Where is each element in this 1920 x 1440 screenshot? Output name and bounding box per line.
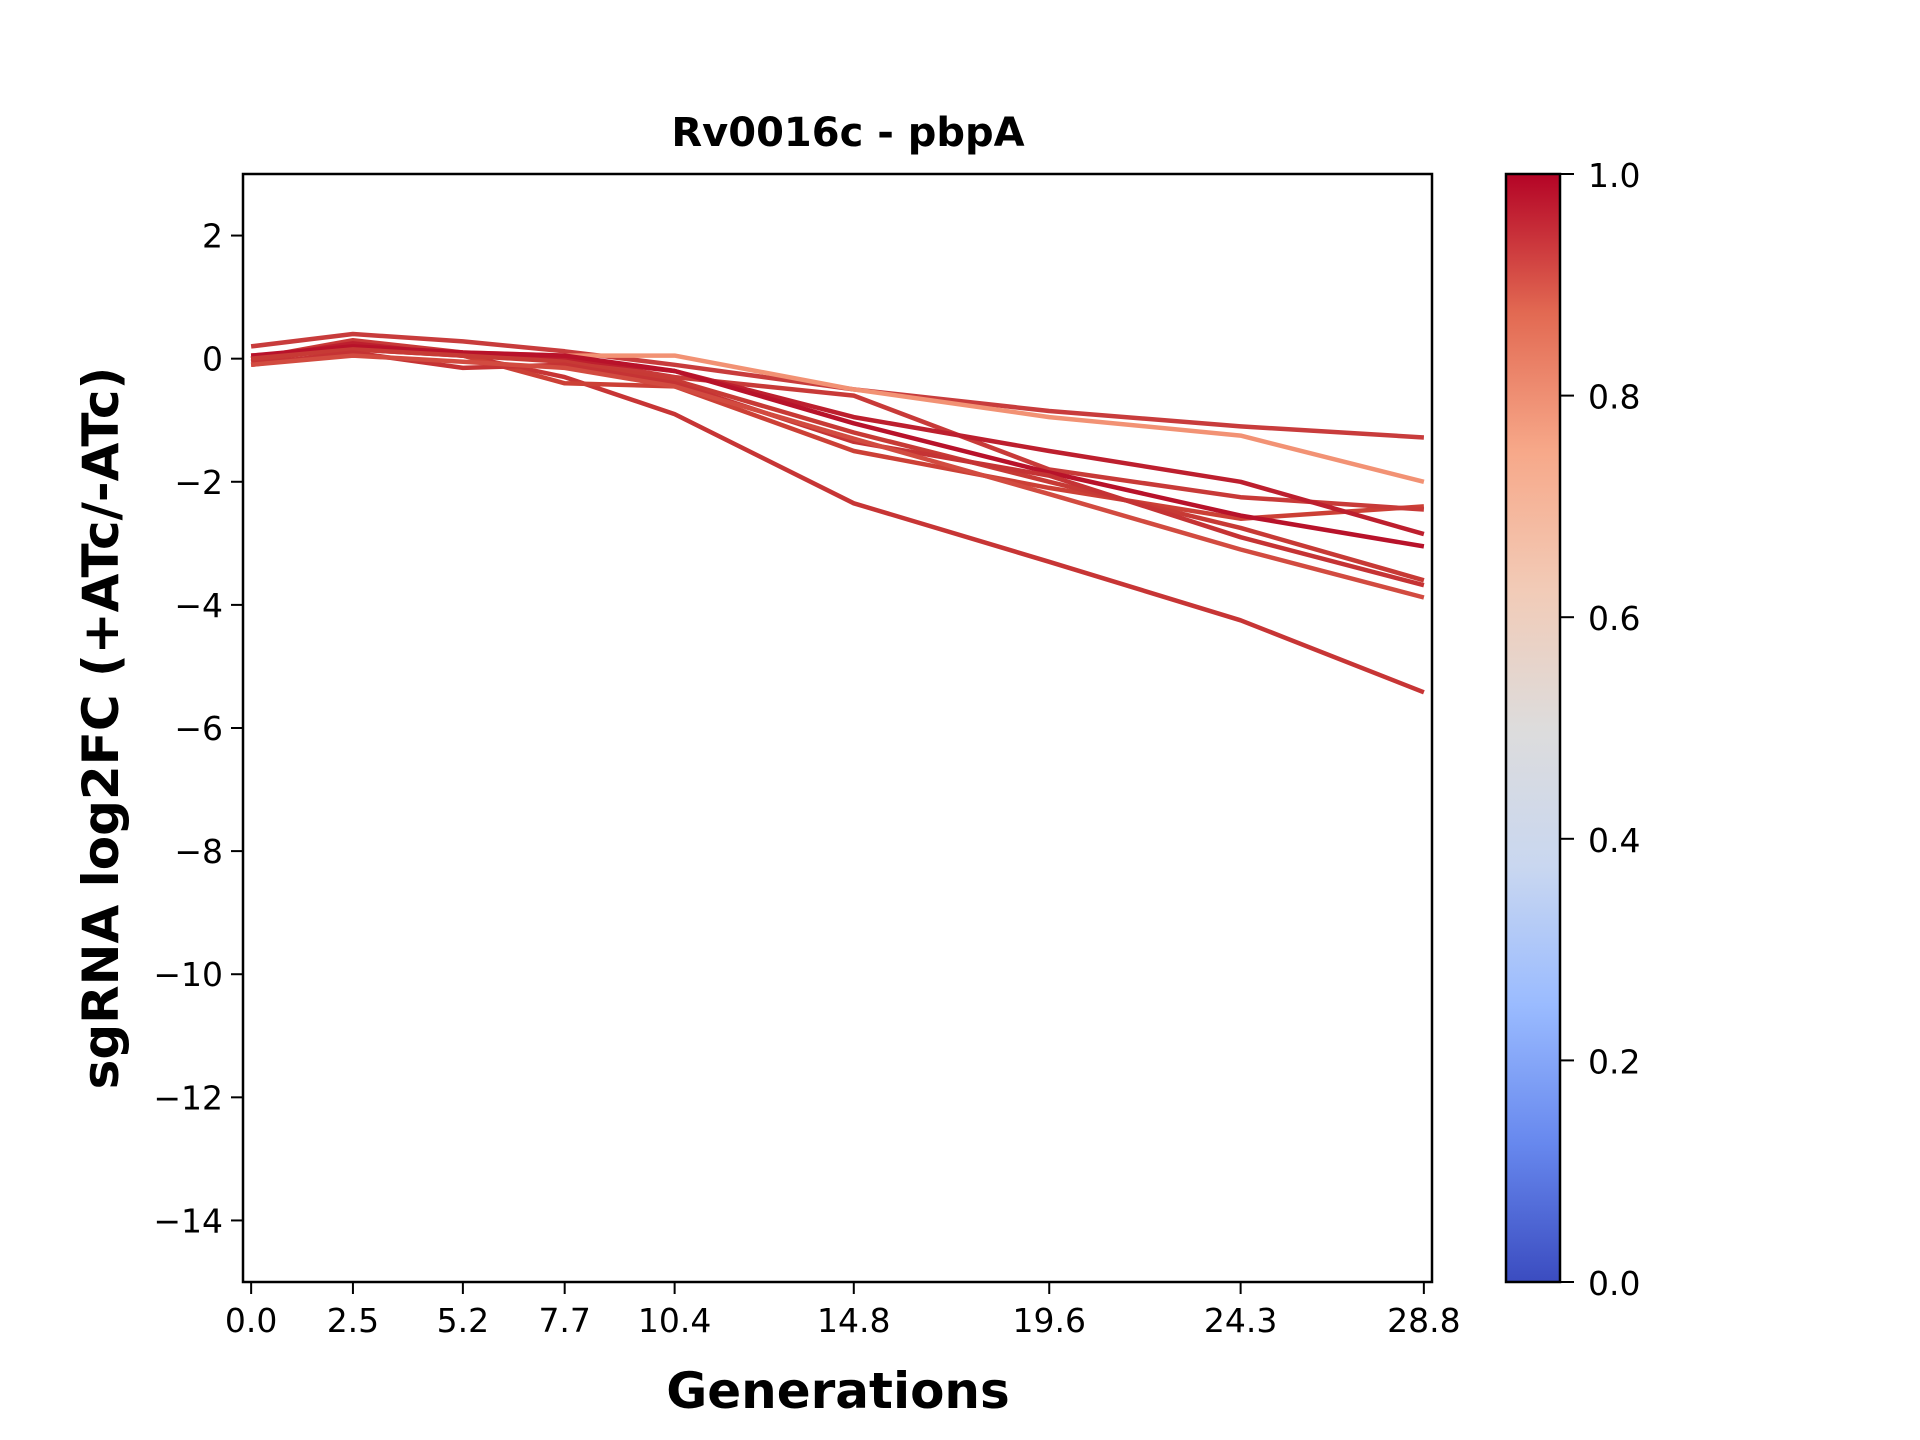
x-axis-label: Generations: [666, 1362, 1010, 1420]
plot-lines: [250, 331, 1425, 695]
colorbar-tick-label: 0.4: [1588, 821, 1640, 860]
y-tick-label: −8: [174, 832, 223, 871]
x-tick-label: 28.8: [1387, 1301, 1460, 1340]
y-tick-label: 2: [202, 217, 223, 256]
series-line-10: [250, 353, 1425, 600]
x-axis: 0.0 2.5 5.2 7.7 10.4 14.8 19.6 24.3 28.8: [225, 1282, 1461, 1340]
x-tick-label: 7.7: [538, 1301, 590, 1340]
series-line-8: [250, 347, 1425, 583]
chart-title: Rv0016c - pbpA: [671, 110, 1024, 156]
series-line-1: [250, 331, 1425, 440]
series-line-7: [250, 344, 1425, 549]
x-tick-label: 19.6: [1012, 1301, 1085, 1340]
x-tick-label: 2.5: [327, 1301, 379, 1340]
colorbar: 1.0 0.8 0.6 0.4 0.2 0.0: [1504, 156, 1640, 1303]
y-axis-label: sgRNA log2FC (+ATc/-ATc): [72, 367, 130, 1090]
x-tick-label: 24.3: [1204, 1301, 1277, 1340]
y-tick-label: −14: [153, 1201, 223, 1240]
x-tick-label: 0.0: [225, 1301, 277, 1340]
x-tick-label: 14.8: [817, 1301, 890, 1340]
y-tick-label: −4: [174, 586, 223, 625]
y-tick-label: −12: [153, 1078, 223, 1117]
colorbar-tick-label: 1.0: [1588, 156, 1640, 195]
colorbar-tick-label: 0.0: [1588, 1264, 1640, 1303]
colorbar-tick-label: 0.2: [1588, 1042, 1640, 1081]
colorbar-gradient: [1504, 172, 1562, 1284]
colorbar-ticks: 1.0 0.8 0.6 0.4 0.2 0.0: [1560, 156, 1640, 1303]
y-axis: 2 0 −2 −4 −6 −8 −10 −12 −14: [153, 217, 243, 1240]
y-tick-label: −2: [174, 463, 223, 502]
colorbar-tick-label: 0.6: [1588, 599, 1640, 638]
y-tick-label: −6: [174, 709, 223, 748]
x-tick-label: 5.2: [437, 1301, 489, 1340]
colorbar-tick-label: 0.8: [1588, 378, 1640, 417]
y-tick-label: −10: [153, 955, 223, 994]
series-line-5: [250, 337, 1425, 512]
y-tick-label: 0: [202, 340, 223, 379]
x-tick-label: 10.4: [638, 1301, 711, 1340]
